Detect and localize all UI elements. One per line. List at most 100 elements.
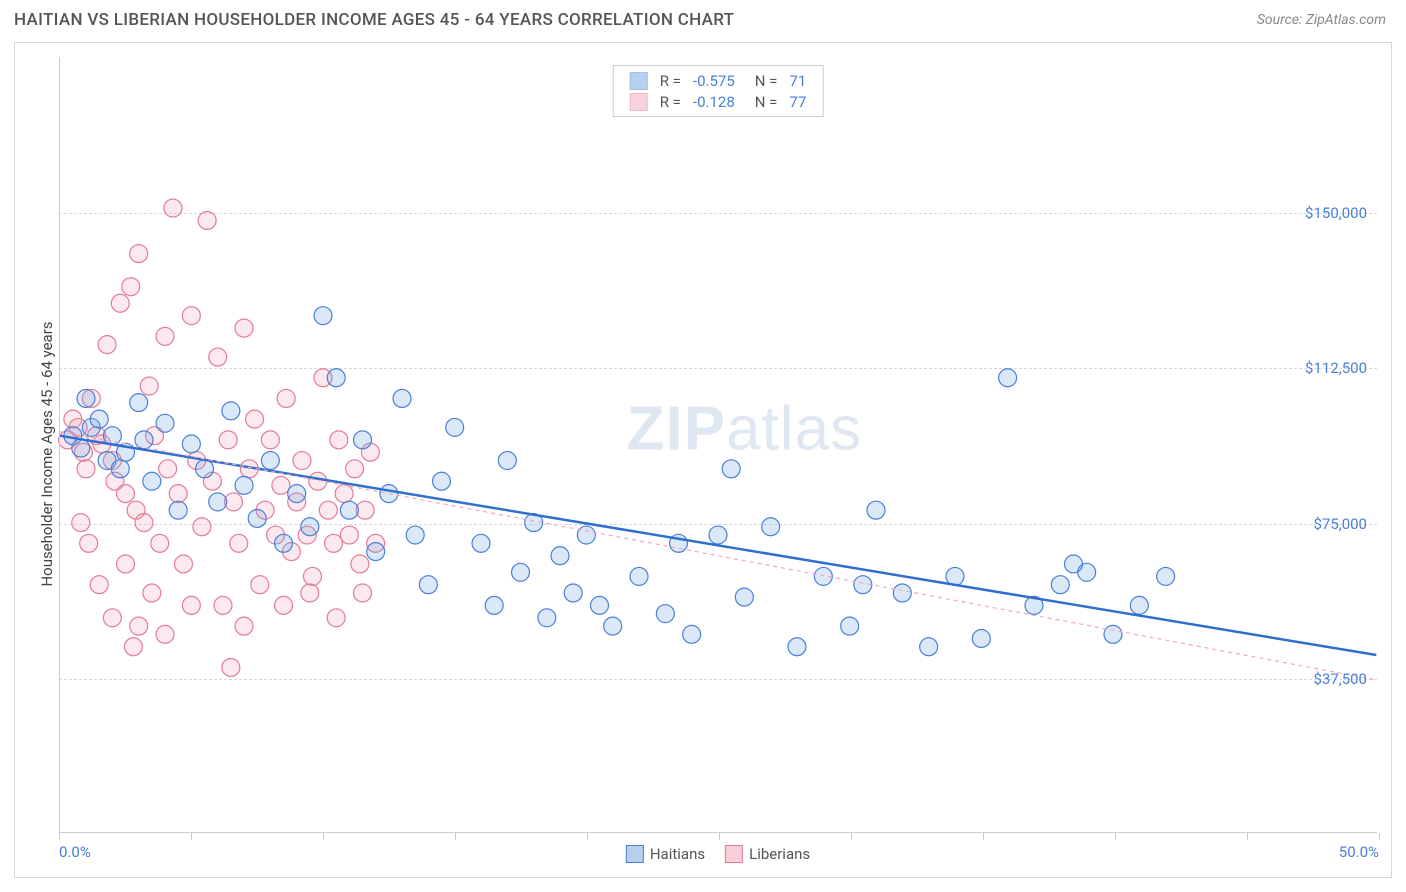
- scatter-point: [325, 534, 343, 552]
- x-tick: [1247, 833, 1248, 840]
- scatter-point: [327, 369, 345, 387]
- scatter-point: [275, 596, 293, 614]
- scatter-point: [498, 452, 516, 470]
- scatter-point: [193, 518, 211, 536]
- scatter-point: [419, 576, 437, 594]
- scatter-point: [1051, 576, 1069, 594]
- scatter-point: [130, 394, 148, 412]
- scatter-point: [380, 485, 398, 503]
- scatter-point: [156, 327, 174, 345]
- x-tick: [851, 833, 852, 840]
- scatter-point: [1130, 596, 1148, 614]
- scatter-point: [135, 514, 153, 532]
- scatter-point: [124, 638, 142, 656]
- scatter-point: [122, 278, 140, 296]
- y-axis-label: Householder Income Ages 45 - 64 years: [38, 321, 56, 586]
- scatter-point: [198, 212, 216, 230]
- scatter-point: [351, 555, 369, 573]
- scatter-point: [246, 410, 264, 428]
- scatter-point: [111, 460, 129, 478]
- scatter-point: [130, 617, 148, 635]
- scatter-point: [309, 472, 327, 490]
- x-tick: [587, 833, 588, 840]
- scatter-point: [551, 547, 569, 565]
- scatter-point: [248, 509, 266, 527]
- scatter-point: [446, 418, 464, 436]
- x-tick: [1379, 833, 1380, 840]
- y-tick-label: $37,500: [1313, 670, 1367, 688]
- stat-n-label: N =: [741, 91, 784, 112]
- x-tick: [323, 833, 324, 840]
- scatter-point: [80, 534, 98, 552]
- stat-r-value: -0.128: [687, 91, 741, 112]
- scatter-point: [319, 501, 337, 519]
- stat-legend-row: R = -0.575 N = 71: [624, 70, 813, 91]
- x-tick: [719, 833, 720, 840]
- scatter-point: [314, 307, 332, 325]
- scatter-point: [261, 452, 279, 470]
- x-tick: [1115, 833, 1116, 840]
- scatter-point: [169, 485, 187, 503]
- scatter-point: [111, 294, 129, 312]
- scatter-point: [335, 485, 353, 503]
- legend-item: Haitians: [626, 845, 705, 863]
- legend-label: Haitians: [650, 845, 705, 863]
- scatter-point: [301, 518, 319, 536]
- scatter-point: [151, 534, 169, 552]
- regression-line: [60, 432, 1377, 680]
- scatter-point: [327, 609, 345, 627]
- scatter-point: [90, 576, 108, 594]
- scatter-point: [577, 526, 595, 544]
- stat-n-value: 71: [783, 70, 812, 91]
- x-tick: [455, 833, 456, 840]
- scatter-point: [722, 460, 740, 478]
- scatter-point: [235, 617, 253, 635]
- series-legend: Haitians Liberians: [626, 845, 810, 863]
- scatter-point: [920, 638, 938, 656]
- scatter-point: [330, 431, 348, 449]
- scatter-point: [182, 307, 200, 325]
- stat-r-value: -0.575: [687, 70, 741, 91]
- scatter-point: [103, 427, 121, 445]
- scatter-point: [304, 567, 322, 585]
- legend-label: Liberians: [749, 845, 810, 863]
- scatter-point: [117, 555, 135, 573]
- scatter-point: [340, 501, 358, 519]
- scatter-point: [893, 584, 911, 602]
- stat-r-label: R =: [654, 91, 687, 112]
- scatter-svg: [59, 57, 1377, 833]
- scatter-point: [288, 485, 306, 503]
- scatter-point: [841, 617, 859, 635]
- scatter-point: [251, 576, 269, 594]
- legend-swatch: [626, 845, 644, 863]
- chart-title: HAITIAN VS LIBERIAN HOUSEHOLDER INCOME A…: [14, 10, 734, 30]
- scatter-point: [164, 199, 182, 217]
- x-tick-label: 0.0%: [59, 843, 91, 861]
- x-tick: [191, 833, 192, 840]
- scatter-point: [272, 476, 290, 494]
- x-tick-label: 50.0%: [1339, 843, 1379, 861]
- scatter-point: [182, 435, 200, 453]
- scatter-point: [735, 588, 753, 606]
- scatter-point: [683, 625, 701, 643]
- chart-container: Householder Income Ages 45 - 64 years ZI…: [14, 42, 1392, 878]
- scatter-point: [275, 534, 293, 552]
- scatter-point: [999, 369, 1017, 387]
- scatter-point: [709, 526, 727, 544]
- plot-area: Householder Income Ages 45 - 64 years ZI…: [59, 57, 1377, 833]
- scatter-point: [485, 596, 503, 614]
- scatter-point: [261, 431, 279, 449]
- legend-swatch: [725, 845, 743, 863]
- scatter-point: [867, 501, 885, 519]
- scatter-point: [72, 514, 90, 532]
- scatter-point: [433, 472, 451, 490]
- scatter-point: [340, 526, 358, 544]
- scatter-point: [230, 534, 248, 552]
- scatter-point: [1157, 567, 1175, 585]
- scatter-point: [406, 526, 424, 544]
- scatter-point: [77, 460, 95, 478]
- scatter-point: [72, 439, 90, 457]
- scatter-point: [354, 431, 372, 449]
- scatter-point: [1104, 625, 1122, 643]
- scatter-point: [209, 348, 227, 366]
